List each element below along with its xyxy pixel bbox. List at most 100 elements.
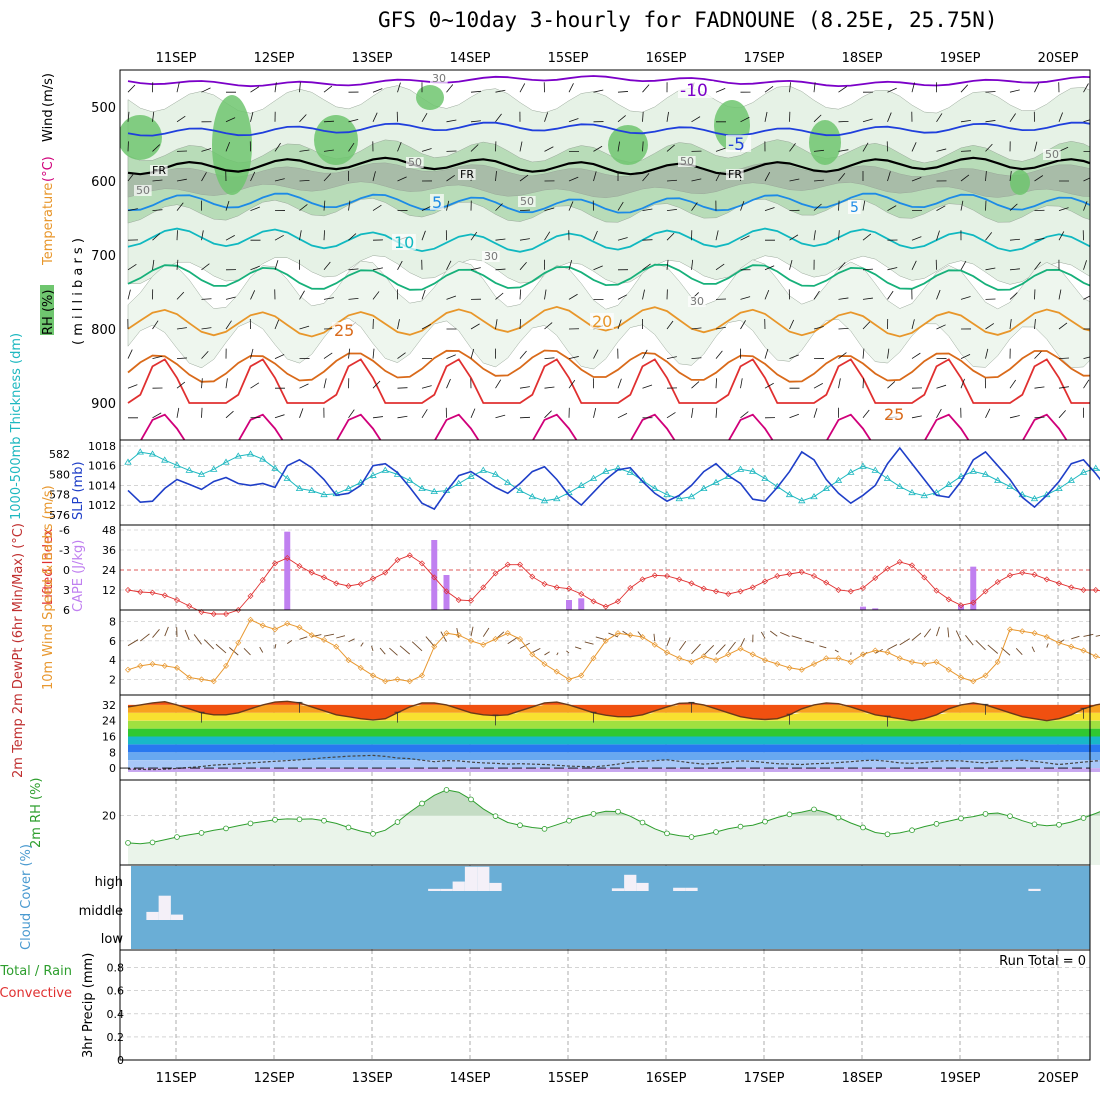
contour-label: 25 bbox=[884, 405, 904, 424]
wind-barb bbox=[715, 230, 719, 241]
pressure-tick-label: 600 bbox=[91, 175, 116, 190]
contour-label-bg bbox=[678, 156, 696, 167]
wind-barb bbox=[470, 267, 481, 271]
wind-barb bbox=[911, 176, 922, 182]
wind-barb bbox=[691, 259, 694, 270]
wind-speed-point bbox=[235, 639, 242, 646]
contour-label-bg bbox=[134, 185, 152, 196]
wind-barb bbox=[495, 379, 502, 389]
wind-barb bbox=[250, 290, 256, 300]
wind-barb bbox=[985, 91, 996, 93]
li-tick-label: 0 bbox=[63, 564, 70, 577]
surface-barb bbox=[911, 632, 922, 641]
thickness-label: 1000-500mb Thickness (dm) bbox=[9, 333, 24, 520]
wind-speed-point bbox=[823, 655, 830, 662]
wind-barb bbox=[789, 260, 793, 270]
wind-speed-point bbox=[455, 632, 462, 639]
wind-barb bbox=[1009, 292, 1018, 300]
surface-barb bbox=[1071, 635, 1080, 640]
wind-barb bbox=[568, 83, 574, 93]
wind-barb bbox=[470, 90, 481, 93]
wind-barb bbox=[421, 289, 426, 300]
wind-barb bbox=[152, 320, 159, 330]
wind-barb bbox=[1034, 175, 1044, 182]
wind-barb bbox=[838, 230, 840, 241]
li-point bbox=[137, 589, 144, 595]
rh2m-line bbox=[127, 789, 1100, 845]
thickness-point bbox=[295, 484, 304, 492]
wind-speed-point bbox=[1019, 628, 1026, 635]
wind-barb bbox=[201, 172, 207, 182]
rh2m-point bbox=[590, 811, 597, 817]
top-date-label: 12SEP bbox=[254, 51, 295, 66]
wind-barb bbox=[1083, 295, 1090, 300]
li-point bbox=[443, 588, 450, 595]
wind-barb bbox=[519, 141, 523, 152]
wind-barb bbox=[691, 407, 694, 418]
isotherm--5 bbox=[127, 121, 1090, 137]
thickness-point bbox=[896, 482, 904, 489]
contour-label-bg bbox=[1043, 149, 1061, 160]
wind-barb bbox=[299, 408, 304, 418]
wind-barb bbox=[1034, 351, 1042, 359]
millibars-label: ( m i l l i b a r s ) bbox=[71, 238, 86, 345]
wind-barb bbox=[299, 114, 307, 123]
wind-barb bbox=[323, 120, 335, 123]
li-point bbox=[786, 571, 793, 577]
wind10m-panel bbox=[125, 616, 1100, 685]
wind-barb bbox=[201, 350, 209, 359]
wind-barb bbox=[985, 171, 987, 182]
thickness-point bbox=[577, 481, 585, 488]
slp-tick-label: 1016 bbox=[88, 460, 116, 473]
panel-frames bbox=[119, 69, 1091, 1061]
thickness-point bbox=[957, 472, 965, 479]
wind-barb bbox=[985, 348, 989, 359]
li-tick-label: -3 bbox=[59, 544, 70, 557]
surface-barb bbox=[947, 627, 950, 638]
thickness-point bbox=[136, 448, 144, 455]
wind-barb bbox=[1009, 89, 1020, 93]
surface-barb bbox=[899, 638, 910, 646]
panel-frame-wind bbox=[119, 609, 1091, 696]
cape-bar bbox=[970, 566, 977, 610]
surface-barb bbox=[727, 641, 736, 652]
li-point bbox=[431, 574, 438, 581]
wind-speed-point bbox=[1043, 634, 1050, 641]
wind-barb bbox=[421, 230, 426, 241]
wind-speed-point bbox=[137, 662, 144, 669]
thickness-point bbox=[197, 470, 206, 477]
wind-barb bbox=[421, 148, 432, 152]
surface-barb bbox=[507, 636, 518, 645]
surface-barb bbox=[584, 641, 594, 645]
wind-barb bbox=[201, 298, 212, 300]
wind-barb bbox=[1009, 203, 1018, 211]
cape-bar bbox=[443, 575, 450, 610]
surface-barb bbox=[975, 640, 986, 651]
li-point bbox=[1031, 571, 1038, 578]
thickness-point bbox=[822, 484, 830, 492]
wind-barb bbox=[1058, 207, 1069, 211]
surface-barb bbox=[834, 649, 839, 653]
wind-speed-point bbox=[259, 622, 266, 629]
wind-barb bbox=[813, 290, 820, 300]
rh2m-point bbox=[615, 808, 621, 815]
wind-barb bbox=[495, 89, 506, 93]
wind-barb bbox=[299, 383, 309, 389]
wind-speed-point bbox=[578, 672, 585, 679]
li-point bbox=[921, 574, 928, 581]
thickness-point bbox=[504, 478, 512, 485]
wind-barb bbox=[1034, 319, 1036, 330]
wind-barb bbox=[813, 149, 824, 152]
wind-barb bbox=[813, 326, 824, 330]
wind-speed-point bbox=[247, 616, 254, 623]
wind-barb bbox=[544, 146, 554, 152]
wind-barb bbox=[593, 349, 599, 359]
contour-label-bg bbox=[150, 165, 168, 176]
wind-barb bbox=[495, 113, 502, 123]
wind-barb bbox=[715, 263, 725, 271]
wind-barb bbox=[348, 268, 359, 271]
rh-high-cell bbox=[608, 125, 648, 165]
bottom-date-label: 16SEP bbox=[646, 1071, 687, 1086]
wind-barb bbox=[1009, 171, 1012, 182]
isotherm-30 bbox=[127, 358, 1090, 404]
